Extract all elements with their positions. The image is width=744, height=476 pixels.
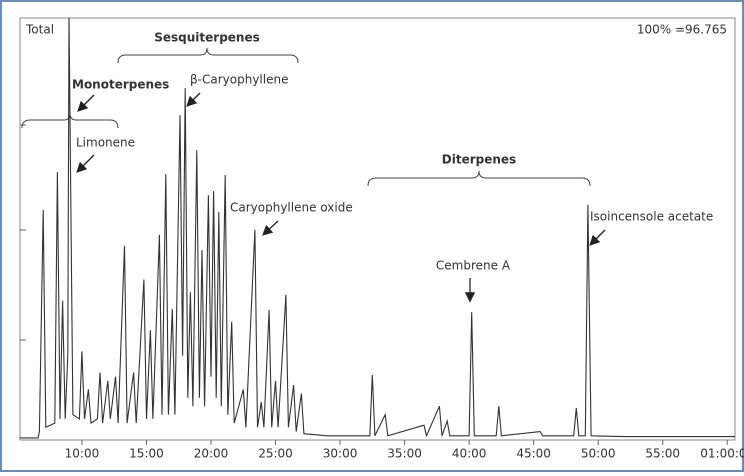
arrow [589,229,606,246]
x-tick-label: 20:00 [194,447,229,461]
arrow [77,94,95,112]
annotation: Caryophyllene oxide [230,201,353,215]
arrow [76,154,95,173]
annotation: Sesquiterpenes [154,31,260,45]
x-tick-label: 40:00 [452,447,487,461]
arrow [262,220,279,236]
annotation: Diterpenes [442,153,516,167]
brace [117,47,299,64]
brace [367,170,591,187]
arrows [76,92,606,303]
x-tick-label: 15:00 [129,447,164,461]
annotation: Monoterpenes [72,78,169,92]
annotation: Limonene [76,136,135,150]
x-tick-label: 55:00 [645,447,680,461]
annotation: Cembrene A [436,259,511,273]
x-tick-label: 35:00 [387,447,422,461]
x-tick-label: 25:00 [258,447,293,461]
x-tick-label: 01:00:00 [700,447,744,461]
annotation: Isoincensole acetate [590,210,713,224]
scale-note: 100% =96.765 [637,23,727,37]
trace [20,17,735,439]
x-tick-label: 45:00 [516,447,551,461]
annotation: β-Caryophyllene [190,73,288,87]
x-tick-label: 10:00 [65,447,100,461]
x-tick-label: 30:00 [323,447,358,461]
x-tick-label: 50:00 [581,447,616,461]
arrow [186,92,201,107]
trace-label: Total [25,23,54,37]
